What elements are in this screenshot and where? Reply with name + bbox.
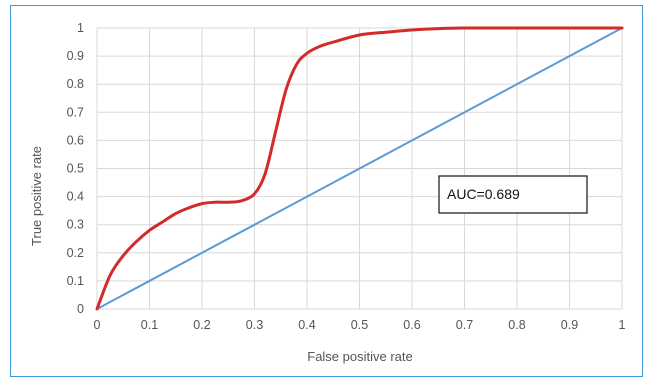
y-tick-label: 1 (77, 21, 84, 35)
x-tick-label: 0.8 (508, 318, 525, 332)
x-tick-label: 0.3 (246, 318, 263, 332)
x-tick-label: 1 (619, 318, 626, 332)
x-tick-labels: 0 0.1 0.2 0.3 0.4 0.5 0.6 0.7 0.8 0.9 1 (94, 318, 626, 332)
x-tick-label: 0.1 (141, 318, 158, 332)
diagonal-reference-line (96, 27, 623, 310)
x-tick-label: 0.6 (403, 318, 420, 332)
y-axis-title: True positive rate (29, 146, 44, 246)
y-tick-label: 0.8 (67, 77, 84, 91)
y-tick-label: 0.1 (67, 274, 84, 288)
x-tick-label: 0.2 (193, 318, 210, 332)
y-tick-label: 0.6 (67, 133, 84, 147)
y-tick-label: 0.9 (67, 49, 84, 63)
roc-chart: 0 0.1 0.2 0.3 0.4 0.5 0.6 0.7 0.8 0.9 1 0 0.1 0.2 0.3… (29, 21, 626, 364)
x-tick-label: 0.9 (561, 318, 578, 332)
roc-curve-line (95, 26, 624, 311)
y-tick-label: 0.3 (67, 218, 84, 232)
x-tick-label: 0.4 (298, 318, 315, 332)
y-tick-label: 0.5 (67, 162, 84, 176)
x-tick-label: 0.5 (351, 318, 368, 332)
auc-annotation: AUC=0.689 (447, 186, 520, 202)
x-tick-label: 0 (94, 318, 101, 332)
y-tick-label: 0.4 (67, 190, 84, 204)
y-tick-labels: 0 0.1 0.2 0.3 0.4 0.5 0.6 0.7 0.8 0.9 1 (67, 21, 84, 316)
y-tick-label: 0 (77, 302, 84, 316)
x-tick-label: 0.7 (456, 318, 473, 332)
x-axis-title: False positive rate (307, 349, 413, 364)
chart-frame: 0 0.1 0.2 0.3 0.4 0.5 0.6 0.7 0.8 0.9 1 0 0.1 0.2 0.3… (10, 5, 643, 377)
series-lines (95, 26, 624, 311)
y-tick-label: 0.2 (67, 246, 84, 260)
annotation-box (438, 175, 588, 214)
y-tick-label: 0.7 (67, 105, 84, 119)
